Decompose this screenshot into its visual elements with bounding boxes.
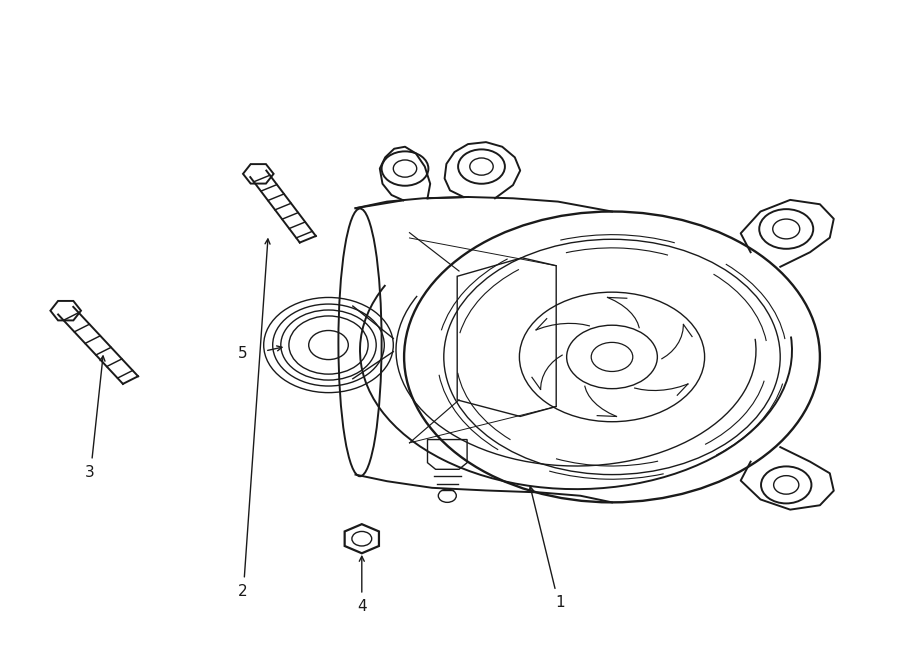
Text: 1: 1 [555, 596, 564, 610]
Text: 3: 3 [86, 465, 94, 480]
Text: 5: 5 [238, 346, 248, 361]
Text: 2: 2 [238, 584, 248, 599]
Text: 4: 4 [357, 600, 366, 614]
